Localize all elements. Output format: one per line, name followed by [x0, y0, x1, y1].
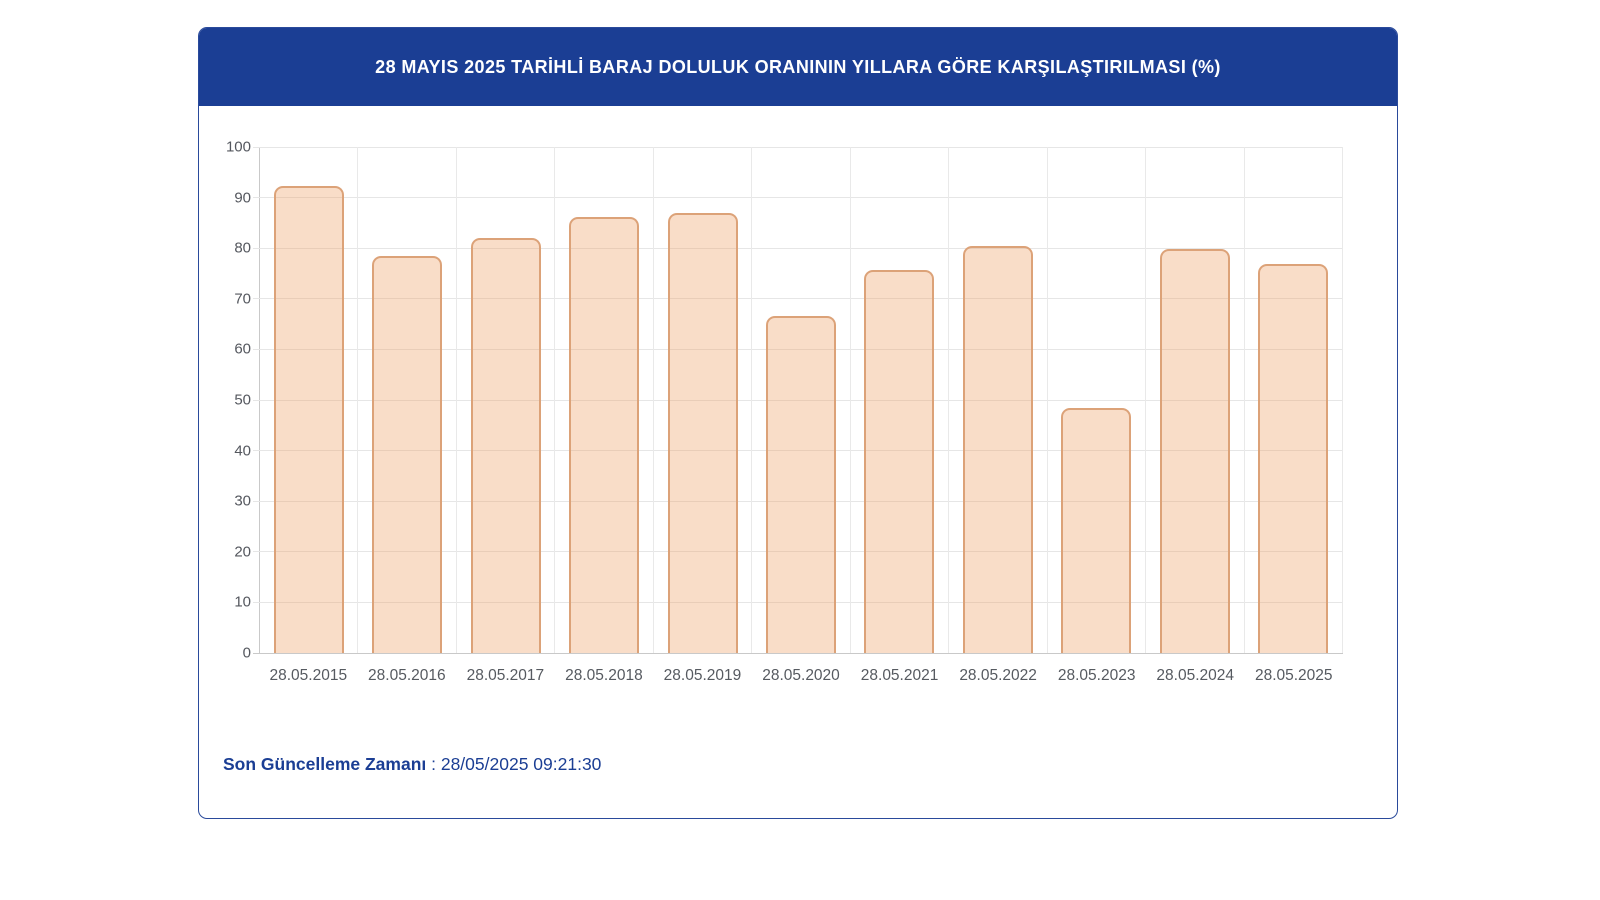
- gridline-90: [253, 197, 1343, 199]
- y-tick-label-40: 40: [234, 442, 251, 460]
- bar-column: [1146, 147, 1245, 653]
- y-tick-label-30: 30: [234, 492, 251, 510]
- gridline-40: [253, 450, 1343, 452]
- plot-area: [253, 146, 1343, 654]
- x-tick-label: 28.05.2024: [1156, 667, 1234, 684]
- bar-28.05.2025: [1258, 264, 1329, 653]
- x-tick-label: 28.05.2021: [860, 667, 939, 684]
- x-tick-label: 28.05.2018: [565, 667, 643, 684]
- y-tick-label-60: 60: [234, 340, 251, 358]
- gridline-50: [253, 399, 1343, 401]
- x-tick-label: 28.05.2016: [368, 667, 446, 684]
- bar-column: [654, 147, 753, 653]
- x-tick-label: 28.05.2017: [466, 667, 545, 684]
- chart-title: 28 MAYIS 2025 TARİHLİ BARAJ DOLULUK ORAN…: [375, 56, 1221, 77]
- bar-column: [260, 147, 359, 653]
- gridline-10: [253, 601, 1343, 603]
- y-tick-label-10: 10: [234, 593, 251, 611]
- y-axis-labels: 0 10 20 30 40 50 60 70 80 90 100: [199, 139, 251, 662]
- y-tick-label-70: 70: [234, 290, 251, 308]
- x-tick-label: 28.05.2020: [762, 667, 840, 684]
- y-tick-label-0: 0: [242, 644, 251, 662]
- bar-column: [752, 147, 851, 653]
- last-update: Son Güncelleme Zamanı : 28/05/2025 09:21…: [223, 754, 601, 775]
- bar-28.05.2015: [273, 185, 344, 653]
- gridline-60: [253, 348, 1343, 350]
- y-tick-label-50: 50: [234, 391, 251, 409]
- y-tick-label-80: 80: [234, 239, 251, 257]
- x-tick-label: 28.05.2023: [1057, 667, 1136, 684]
- bar-column: [851, 147, 950, 653]
- bar-28.05.2018: [569, 216, 640, 653]
- bar-28.05.2022: [962, 245, 1033, 653]
- bar-28.05.2017: [470, 238, 541, 653]
- bar-28.05.2016: [372, 255, 443, 653]
- bar-columns: [260, 147, 1343, 653]
- bar-column: [457, 147, 556, 653]
- gridline-0: [253, 652, 1343, 654]
- bar-28.05.2024: [1159, 248, 1230, 653]
- bar-column: [949, 147, 1048, 653]
- gridline-70: [253, 298, 1343, 300]
- bar-column: [358, 147, 457, 653]
- bar-28.05.2019: [667, 213, 738, 653]
- y-tick-label-100: 100: [225, 138, 251, 156]
- bar-28.05.2020: [765, 315, 836, 653]
- gridline-80: [253, 247, 1343, 249]
- bar-column: [1245, 147, 1343, 653]
- bar-column: [555, 147, 654, 653]
- y-tick-label-20: 20: [234, 543, 251, 561]
- last-update-separator: :: [426, 754, 441, 774]
- last-update-value: 28/05/2025 09:21:30: [440, 754, 602, 774]
- last-update-label: Son Güncelleme Zamanı: [223, 754, 427, 774]
- gridline-20: [253, 551, 1343, 553]
- chart-card: 28 MAYIS 2025 TARİHLİ BARAJ DOLULUK ORAN…: [198, 27, 1398, 819]
- x-axis-labels: 28.05.2015 28.05.2016 28.05.2017 28.05.2018…: [259, 667, 1343, 685]
- bar-28.05.2021: [864, 269, 935, 653]
- y-tick-label-90: 90: [234, 189, 251, 207]
- bar-28.05.2023: [1061, 407, 1132, 653]
- x-tick-label: 28.05.2022: [959, 667, 1037, 684]
- gridline-100: [253, 146, 1343, 148]
- x-tick-label: 28.05.2025: [1254, 667, 1333, 684]
- x-tick-label: 28.05.2019: [663, 667, 742, 684]
- gridline-30: [253, 500, 1343, 502]
- bar-column: [1048, 147, 1147, 653]
- x-tick-label: 28.05.2015: [269, 667, 348, 684]
- chart-header: 28 MAYIS 2025 TARİHLİ BARAJ DOLULUK ORAN…: [199, 28, 1397, 106]
